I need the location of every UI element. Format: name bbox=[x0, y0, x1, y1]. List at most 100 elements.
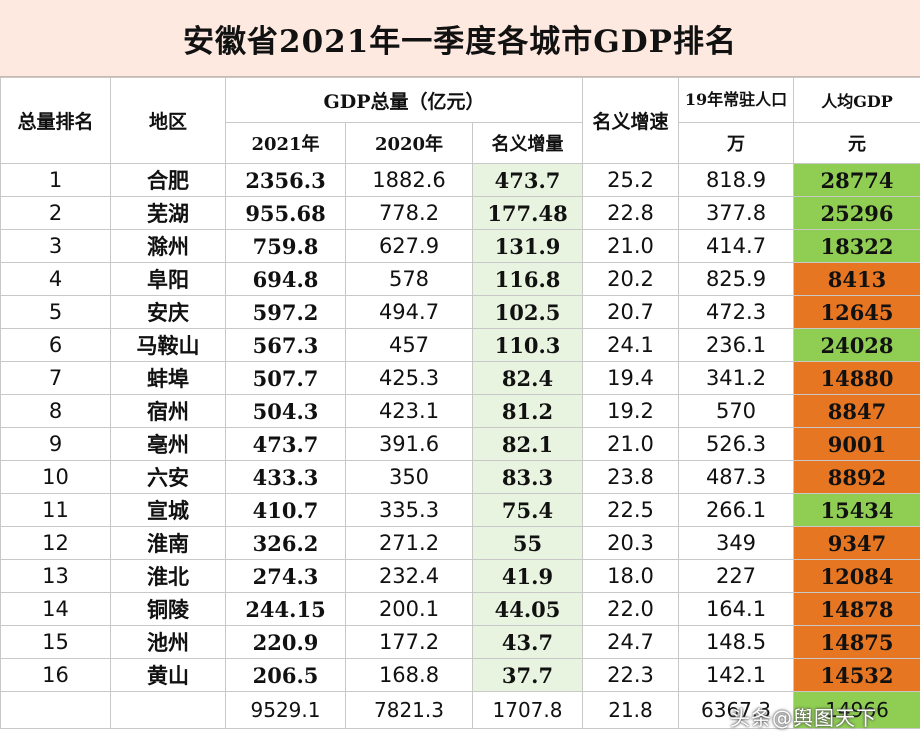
population-cell: 266.1 bbox=[678, 493, 794, 527]
per-capita-cell: 14880 bbox=[793, 361, 920, 395]
gdp2020-cell: 391.6 bbox=[345, 427, 473, 461]
population-cell: 570 bbox=[678, 394, 794, 428]
per-capita-cell: 28774 bbox=[793, 163, 920, 197]
increase-cell: 37.7 bbox=[472, 658, 583, 692]
population-cell: 825.9 bbox=[678, 262, 794, 296]
growth-cell: 20.7 bbox=[582, 295, 679, 329]
table-row: 15 池州 220.9 177.2 43.7 24.7 148.5 14875 bbox=[0, 625, 920, 659]
header-per-capita-unit: 元 bbox=[793, 122, 920, 164]
growth-cell: 24.1 bbox=[582, 328, 679, 362]
increase-cell: 82.1 bbox=[472, 427, 583, 461]
gdp2020-cell: 1882.6 bbox=[345, 163, 473, 197]
population-cell: 472.3 bbox=[678, 295, 794, 329]
population-cell: 349 bbox=[678, 526, 794, 560]
rank-cell: 1 bbox=[0, 163, 111, 197]
header-population-unit: 万 bbox=[678, 122, 794, 164]
growth-cell: 18.0 bbox=[582, 559, 679, 593]
table-row: 8 宿州 504.3 423.1 81.2 19.2 570 8847 bbox=[0, 394, 920, 428]
total-per-capita: 14966 bbox=[793, 691, 920, 729]
gdp2020-cell: 271.2 bbox=[345, 526, 473, 560]
header-2020: 2020年 bbox=[345, 122, 473, 164]
gdp2020-cell: 457 bbox=[345, 328, 473, 362]
gdp2021-cell: 507.7 bbox=[225, 361, 346, 395]
table-row: 16 黄山 206.5 168.8 37.7 22.3 142.1 14532 bbox=[0, 658, 920, 692]
table-row: 7 蚌埠 507.7 425.3 82.4 19.4 341.2 14880 bbox=[0, 361, 920, 395]
growth-cell: 20.3 bbox=[582, 526, 679, 560]
increase-cell: 43.7 bbox=[472, 625, 583, 659]
gdp2021-cell: 206.5 bbox=[225, 658, 346, 692]
gdp2021-cell: 759.8 bbox=[225, 229, 346, 263]
rank-cell: 4 bbox=[0, 262, 111, 296]
population-cell: 487.3 bbox=[678, 460, 794, 494]
table-row: 3 滁州 759.8 627.9 131.9 21.0 414.7 18322 bbox=[0, 229, 920, 263]
gdp2021-cell: 220.9 bbox=[225, 625, 346, 659]
growth-cell: 19.4 bbox=[582, 361, 679, 395]
population-cell: 377.8 bbox=[678, 196, 794, 230]
header-2021: 2021年 bbox=[225, 122, 346, 164]
increase-cell: 75.4 bbox=[472, 493, 583, 527]
city-cell: 铜陵 bbox=[110, 592, 226, 626]
increase-cell: 110.3 bbox=[472, 328, 583, 362]
title-bar: 安徽省2021年一季度各城市GDP排名 bbox=[0, 0, 920, 77]
increase-cell: 41.9 bbox=[472, 559, 583, 593]
city-cell: 滁州 bbox=[110, 229, 226, 263]
city-cell: 黄山 bbox=[110, 658, 226, 692]
per-capita-cell: 8892 bbox=[793, 460, 920, 494]
population-cell: 341.2 bbox=[678, 361, 794, 395]
per-capita-cell: 14875 bbox=[793, 625, 920, 659]
table-row: 9 亳州 473.7 391.6 82.1 21.0 526.3 9001 bbox=[0, 427, 920, 461]
per-capita-cell: 18322 bbox=[793, 229, 920, 263]
table-row: 12 淮南 326.2 271.2 55 20.3 349 9347 bbox=[0, 526, 920, 560]
rank-cell: 9 bbox=[0, 427, 111, 461]
header-population: 19年常驻人口 bbox=[678, 77, 794, 123]
gdp2020-cell: 423.1 bbox=[345, 394, 473, 428]
per-capita-cell: 24028 bbox=[793, 328, 920, 362]
total-region-cell bbox=[110, 691, 226, 729]
gdp2021-cell: 326.2 bbox=[225, 526, 346, 560]
city-cell: 淮南 bbox=[110, 526, 226, 560]
header-row-1: 总量排名 地区 GDP总量（亿元） 名义增速 19年常驻人口 人均GDP bbox=[0, 77, 920, 164]
gdp2021-cell: 504.3 bbox=[225, 394, 346, 428]
rank-cell: 12 bbox=[0, 526, 111, 560]
gdp-ranking-table: 总量排名 地区 GDP总量（亿元） 名义增速 19年常驻人口 人均GDP 202… bbox=[0, 77, 920, 729]
gdp2020-cell: 778.2 bbox=[345, 196, 473, 230]
gdp2021-cell: 473.7 bbox=[225, 427, 346, 461]
header-gdp-total: GDP总量（亿元） bbox=[225, 77, 583, 123]
rank-cell: 16 bbox=[0, 658, 111, 692]
increase-cell: 55 bbox=[472, 526, 583, 560]
population-cell: 818.9 bbox=[678, 163, 794, 197]
total-gdp2021: 9529.1 bbox=[225, 691, 346, 729]
header-growth: 名义增速 bbox=[582, 77, 679, 164]
growth-cell: 20.2 bbox=[582, 262, 679, 296]
per-capita-cell: 14532 bbox=[793, 658, 920, 692]
increase-cell: 116.8 bbox=[472, 262, 583, 296]
per-capita-cell: 14878 bbox=[793, 592, 920, 626]
table-row: 13 淮北 274.3 232.4 41.9 18.0 227 12084 bbox=[0, 559, 920, 593]
gdp2020-cell: 578 bbox=[345, 262, 473, 296]
city-cell: 安庆 bbox=[110, 295, 226, 329]
total-growth: 21.8 bbox=[582, 691, 679, 729]
per-capita-cell: 12084 bbox=[793, 559, 920, 593]
growth-cell: 22.8 bbox=[582, 196, 679, 230]
watermark: 头条@舆图天下 bbox=[730, 706, 877, 730]
gdp2020-cell: 350 bbox=[345, 460, 473, 494]
increase-cell: 177.48 bbox=[472, 196, 583, 230]
increase-cell: 81.2 bbox=[472, 394, 583, 428]
city-cell: 淮北 bbox=[110, 559, 226, 593]
increase-cell: 44.05 bbox=[472, 592, 583, 626]
city-cell: 芜湖 bbox=[110, 196, 226, 230]
rank-cell: 14 bbox=[0, 592, 111, 626]
table-row: 5 安庆 597.2 494.7 102.5 20.7 472.3 12645 bbox=[0, 295, 920, 329]
population-cell: 526.3 bbox=[678, 427, 794, 461]
city-cell: 亳州 bbox=[110, 427, 226, 461]
rank-cell: 11 bbox=[0, 493, 111, 527]
gdp2020-cell: 627.9 bbox=[345, 229, 473, 263]
per-capita-cell: 15434 bbox=[793, 493, 920, 527]
gdp2020-cell: 425.3 bbox=[345, 361, 473, 395]
city-cell: 合肥 bbox=[110, 163, 226, 197]
header-region: 地区 bbox=[110, 77, 226, 164]
per-capita-cell: 9001 bbox=[793, 427, 920, 461]
gdp2021-cell: 244.15 bbox=[225, 592, 346, 626]
total-row: 9529.1 7821.3 1707.8 21.8 6367.3 14966 bbox=[0, 691, 920, 729]
city-cell: 宿州 bbox=[110, 394, 226, 428]
